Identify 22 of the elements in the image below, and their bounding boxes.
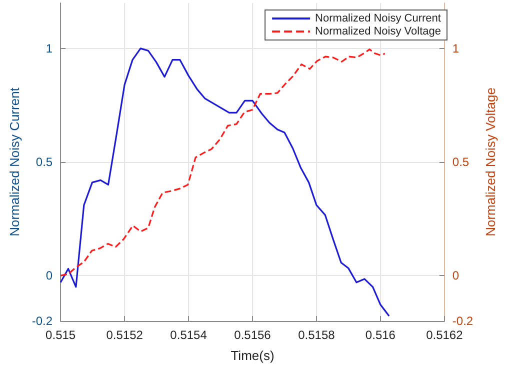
y2-tick-label: 0.5 [452, 155, 470, 169]
y-axis-title: Normalized Noisy Current [7, 87, 22, 236]
y-tick-label: 0.5 [36, 155, 53, 169]
x-tick-label: 0.515 [46, 328, 76, 342]
line-series [60, 48, 390, 317]
x-tick-label: 0.516 [365, 328, 396, 342]
line-series [60, 48, 386, 276]
y2-tick-label: 1 [452, 41, 460, 56]
y2-tick-label: 0 [452, 268, 460, 283]
y-tick-label: -0.2 [32, 314, 53, 328]
x-tick-label: 0.5152 [106, 328, 144, 342]
legend-label: Normalized Noisy Voltage [315, 26, 442, 38]
x-tick-label: 0.5158 [298, 328, 336, 342]
x-tick-label: 0.5156 [234, 328, 272, 342]
y2-axis-title: Normalized Noisy Voltage [483, 88, 498, 236]
y-tick-label: 1 [46, 41, 53, 56]
x-tick-label: 0.5162 [426, 328, 464, 342]
y-tick-label: 0 [46, 268, 53, 283]
x-tick-label: 0.5154 [170, 328, 208, 342]
legend-label: Normalized Noisy Current [315, 12, 441, 24]
y2-tick-label: -0.2 [452, 314, 474, 328]
x-axis-title: Time(s) [230, 348, 274, 363]
